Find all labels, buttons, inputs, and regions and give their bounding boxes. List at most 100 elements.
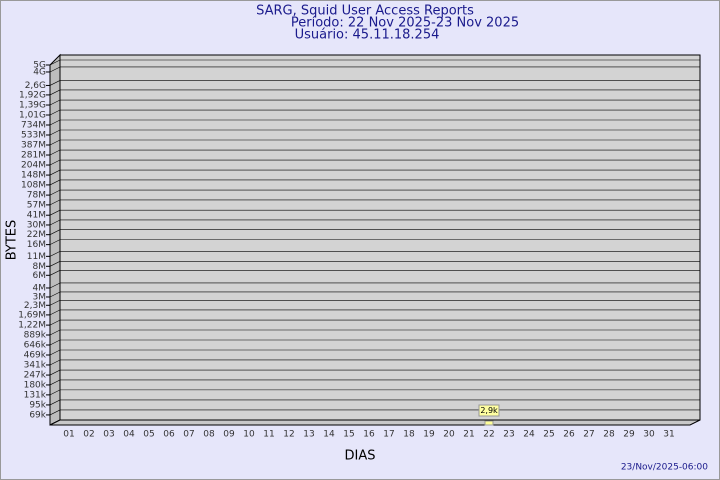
y-axis-label: BYTES	[5, 220, 20, 261]
y-tick-label: 3M	[33, 292, 47, 302]
grid-line	[49, 359, 61, 366]
y-tick-label: 6M	[33, 271, 47, 281]
grid-line	[49, 159, 61, 166]
x-tick-label: 13	[303, 430, 314, 440]
x-tick-label: 31	[663, 430, 674, 440]
x-tick-label: 18	[403, 430, 415, 440]
y-tick-label: 16M	[27, 240, 46, 250]
grid-line	[49, 209, 61, 216]
x-tick-label: 10	[243, 430, 255, 440]
subtitle: Período: 22 Nov 2025-23 Nov 2025	[291, 16, 519, 31]
x-tick-label: 19	[423, 430, 435, 440]
grid-line	[49, 409, 61, 416]
x-tick-label: 08	[203, 430, 215, 440]
grid-line	[49, 59, 61, 66]
grid-line	[49, 169, 61, 176]
y-tick-label: 5G	[33, 61, 46, 71]
x-tick-label: 11	[263, 430, 274, 440]
x-tick-label: 09	[223, 430, 235, 440]
grid-line	[49, 66, 61, 73]
y-tick-label: 4G	[33, 67, 46, 77]
y-tick-label: 2,6G	[25, 81, 46, 91]
y-tick-label: 2,3M	[24, 301, 46, 311]
y-tick-label: 8M	[33, 262, 47, 272]
y-tick-label: 108M	[21, 180, 46, 190]
x-tick-label: 25	[543, 430, 554, 440]
y-tick-label: 1,01G	[19, 111, 46, 121]
grid-line	[49, 399, 61, 406]
grid-line	[49, 229, 61, 235]
x-tick-label: 03	[103, 430, 114, 440]
x-tick-label: 20	[443, 430, 455, 440]
bar	[484, 420, 494, 426]
y-tick-label: 95k	[29, 400, 46, 410]
y-tick-label: 1,22M	[18, 321, 46, 331]
y-tick-label: 1,92G	[19, 90, 46, 100]
grid-line	[49, 199, 61, 206]
x-tick-label: 27	[583, 430, 594, 440]
grid-line	[49, 300, 61, 306]
x-tick-label: 17	[383, 430, 394, 440]
grid-line	[49, 119, 61, 126]
x-tick-label: 01	[63, 430, 74, 440]
grid-line	[49, 309, 61, 316]
y-tick-label: 4M	[33, 283, 47, 293]
x-tick-label: 21	[463, 430, 474, 440]
grid-line	[49, 139, 61, 146]
y-tick-label: 78M	[27, 191, 46, 201]
y-tick-label: 341k	[24, 360, 47, 370]
x-tick-label: 24	[523, 430, 535, 440]
y-tick-label: 533M	[21, 131, 46, 141]
y-tick-label: 469k	[24, 351, 47, 361]
grid-line	[49, 109, 61, 116]
x-axis-label: DIAS	[345, 449, 376, 464]
x-tick-label: 23	[503, 430, 514, 440]
x-tick-label: 02	[83, 430, 94, 440]
grid-line	[49, 282, 61, 289]
x-tick-label: 04	[123, 430, 135, 440]
footer: 23/Nov/2025-06:00	[621, 463, 708, 473]
grid-line	[49, 239, 61, 245]
x-tick-label: 16	[363, 430, 375, 440]
y-tick-label: 11M	[27, 252, 46, 262]
grid-line	[49, 189, 61, 196]
x-tick-label: 06	[163, 430, 175, 440]
grid-line	[49, 270, 61, 276]
y-tick-label: 1,69M	[18, 310, 46, 320]
value-label: 2,9k	[480, 406, 498, 415]
grid-line	[49, 219, 61, 226]
y-tick-label: 889k	[24, 331, 47, 341]
grid-line	[49, 261, 61, 267]
y-tick-label: 180k	[24, 380, 47, 390]
grid-line	[49, 129, 61, 136]
x-tick-label: 05	[143, 430, 154, 440]
y-tick-label: 41M	[27, 211, 46, 221]
subtitle: Usuário: 45.11.18.254	[295, 28, 440, 43]
x-tick-label: 22	[483, 430, 494, 440]
y-tick-label: 247k	[24, 371, 47, 381]
grid-line	[49, 329, 61, 336]
y-tick-label: 387M	[21, 141, 46, 151]
value-label-box	[478, 404, 500, 417]
grid-line	[49, 251, 61, 257]
y-tick-label: 646k	[24, 340, 47, 350]
x-tick-label: 12	[283, 430, 294, 440]
grid-line	[49, 379, 61, 386]
x-tick-label: 30	[643, 430, 655, 440]
y-tick-label: 1,39G	[19, 101, 46, 111]
x-tick-label: 28	[603, 430, 615, 440]
grid-line	[49, 149, 61, 156]
grid-line	[49, 99, 61, 106]
grid-line	[49, 291, 61, 298]
y-tick-label: 69k	[29, 410, 46, 420]
y-tick-label: 30M	[27, 220, 46, 230]
floor	[49, 419, 701, 426]
x-tick-label: 07	[183, 430, 194, 440]
grid-line	[49, 349, 61, 356]
grid-line	[49, 80, 61, 86]
y-tick-label: 131k	[24, 390, 47, 400]
y-tick-label: 281M	[21, 151, 46, 161]
grid-line	[49, 339, 61, 346]
x-tick-label: 26	[563, 430, 575, 440]
